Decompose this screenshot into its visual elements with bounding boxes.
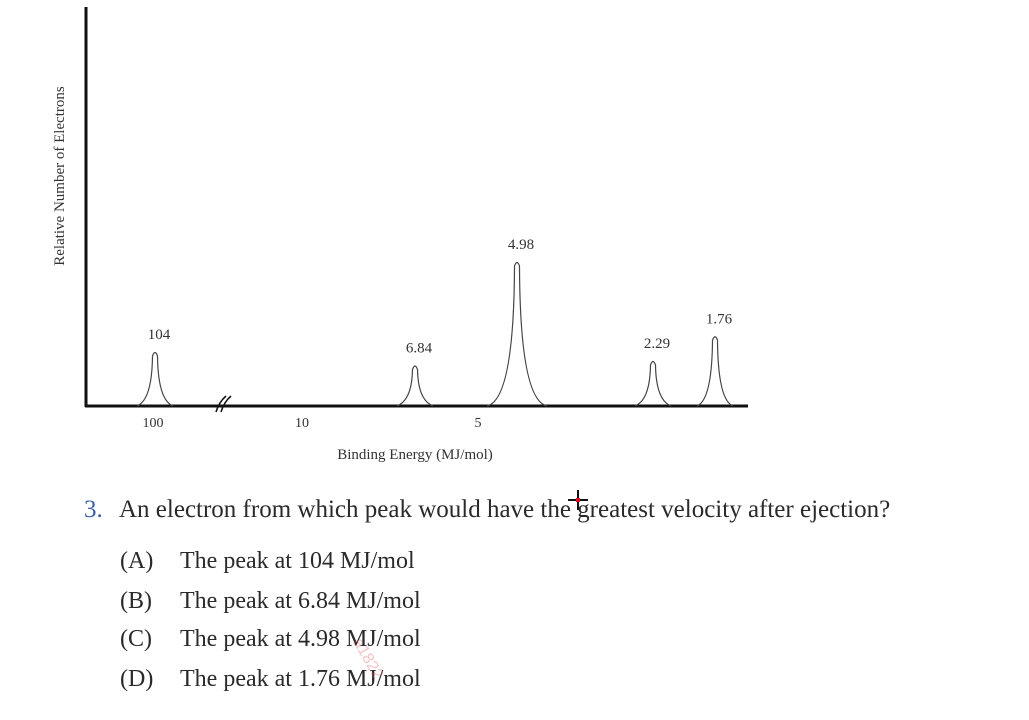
x-axis-label: Binding Energy (MJ/mol) xyxy=(337,447,493,463)
spectrum-peak xyxy=(696,336,734,407)
spectrum-peak xyxy=(396,365,434,407)
option-text: The peak at 104 MJ/mol xyxy=(180,548,415,574)
y-axis-label: Relative Number of Electrons xyxy=(52,86,68,266)
option-letter: (A) xyxy=(120,548,154,574)
x-tick-label: 5 xyxy=(475,416,482,431)
x-tick-label: 10 xyxy=(295,416,309,431)
peak-label: 6.84 xyxy=(406,341,433,357)
spectrum-peak xyxy=(634,360,672,407)
option-text: The peak at 1.76 MJ/mol xyxy=(180,666,421,692)
option-letter: (D) xyxy=(120,666,154,692)
spectrum-peak xyxy=(486,261,548,407)
peak-label: 4.98 xyxy=(508,237,534,253)
x-tick-label: 100 xyxy=(143,416,164,431)
option-text: The peak at 4.98 MJ/mol xyxy=(180,626,421,652)
option-a[interactable]: (A) The peak at 104 MJ/mol xyxy=(120,548,415,575)
option-c[interactable]: (C) The peak at 4.98 MJ/mol xyxy=(120,626,421,653)
axis-break-icon xyxy=(215,395,232,413)
peak-label: 2.29 xyxy=(644,336,670,352)
question-number: 3. xyxy=(84,496,103,523)
question-text-row: 3. An electron from which peak would hav… xyxy=(84,496,890,524)
option-d[interactable]: (D) The peak at 1.76 MJ/mol xyxy=(120,666,421,693)
peak-label: 1.76 xyxy=(706,311,733,327)
crosshair-cursor-icon xyxy=(568,490,588,510)
question-text: An electron from which peak would have t… xyxy=(119,496,891,523)
option-letter: (B) xyxy=(120,588,152,614)
option-b[interactable]: (B) The peak at 6.84 MJ/mol xyxy=(120,588,421,615)
option-text: The peak at 6.84 MJ/mol xyxy=(180,588,421,614)
pes-chart: Relative Number of Electrons Binding Ene… xyxy=(52,7,748,463)
option-letter: (C) xyxy=(120,626,152,652)
peak-label: 104 xyxy=(148,327,171,343)
spectrum-peak xyxy=(136,351,174,407)
